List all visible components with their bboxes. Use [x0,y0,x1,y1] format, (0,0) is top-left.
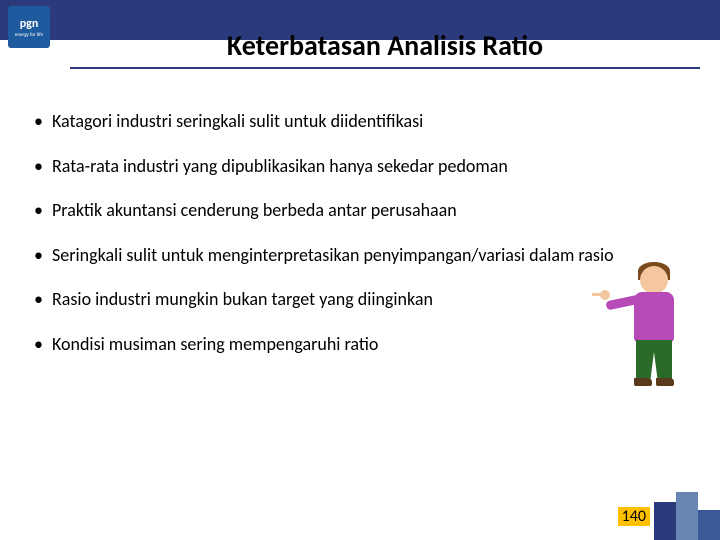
bullet-item: Kondisi musiman sering mempengaruhi rati… [30,333,680,356]
bullet-item: Katagori industri seringkali sulit untuk… [30,110,680,133]
page-number: 140 [618,507,650,526]
bullet-item: Rasio industri mungkin bukan target yang… [30,288,680,311]
bullet-item: Rata-rata industri yang dipublikasikan h… [30,155,680,178]
title-container: Keterbatasan Analisis Ratio [70,28,700,69]
logo-subtext: energy for life [15,32,43,38]
bullet-item: Praktik akuntansi cenderung berbeda anta… [30,199,680,222]
footer-decoration [654,492,720,540]
logo-text: pgn [20,17,39,31]
slide-title: Keterbatasan Analisis Ratio [70,28,700,69]
pointing-man-icon [612,260,692,410]
bullet-list: Katagori industri seringkali sulit untuk… [30,110,680,355]
bullet-item: Seringkali sulit untuk menginterpretasik… [30,244,680,267]
content-area: Katagori industri seringkali sulit untuk… [30,110,680,377]
logo: pgn energy for life [8,6,50,48]
